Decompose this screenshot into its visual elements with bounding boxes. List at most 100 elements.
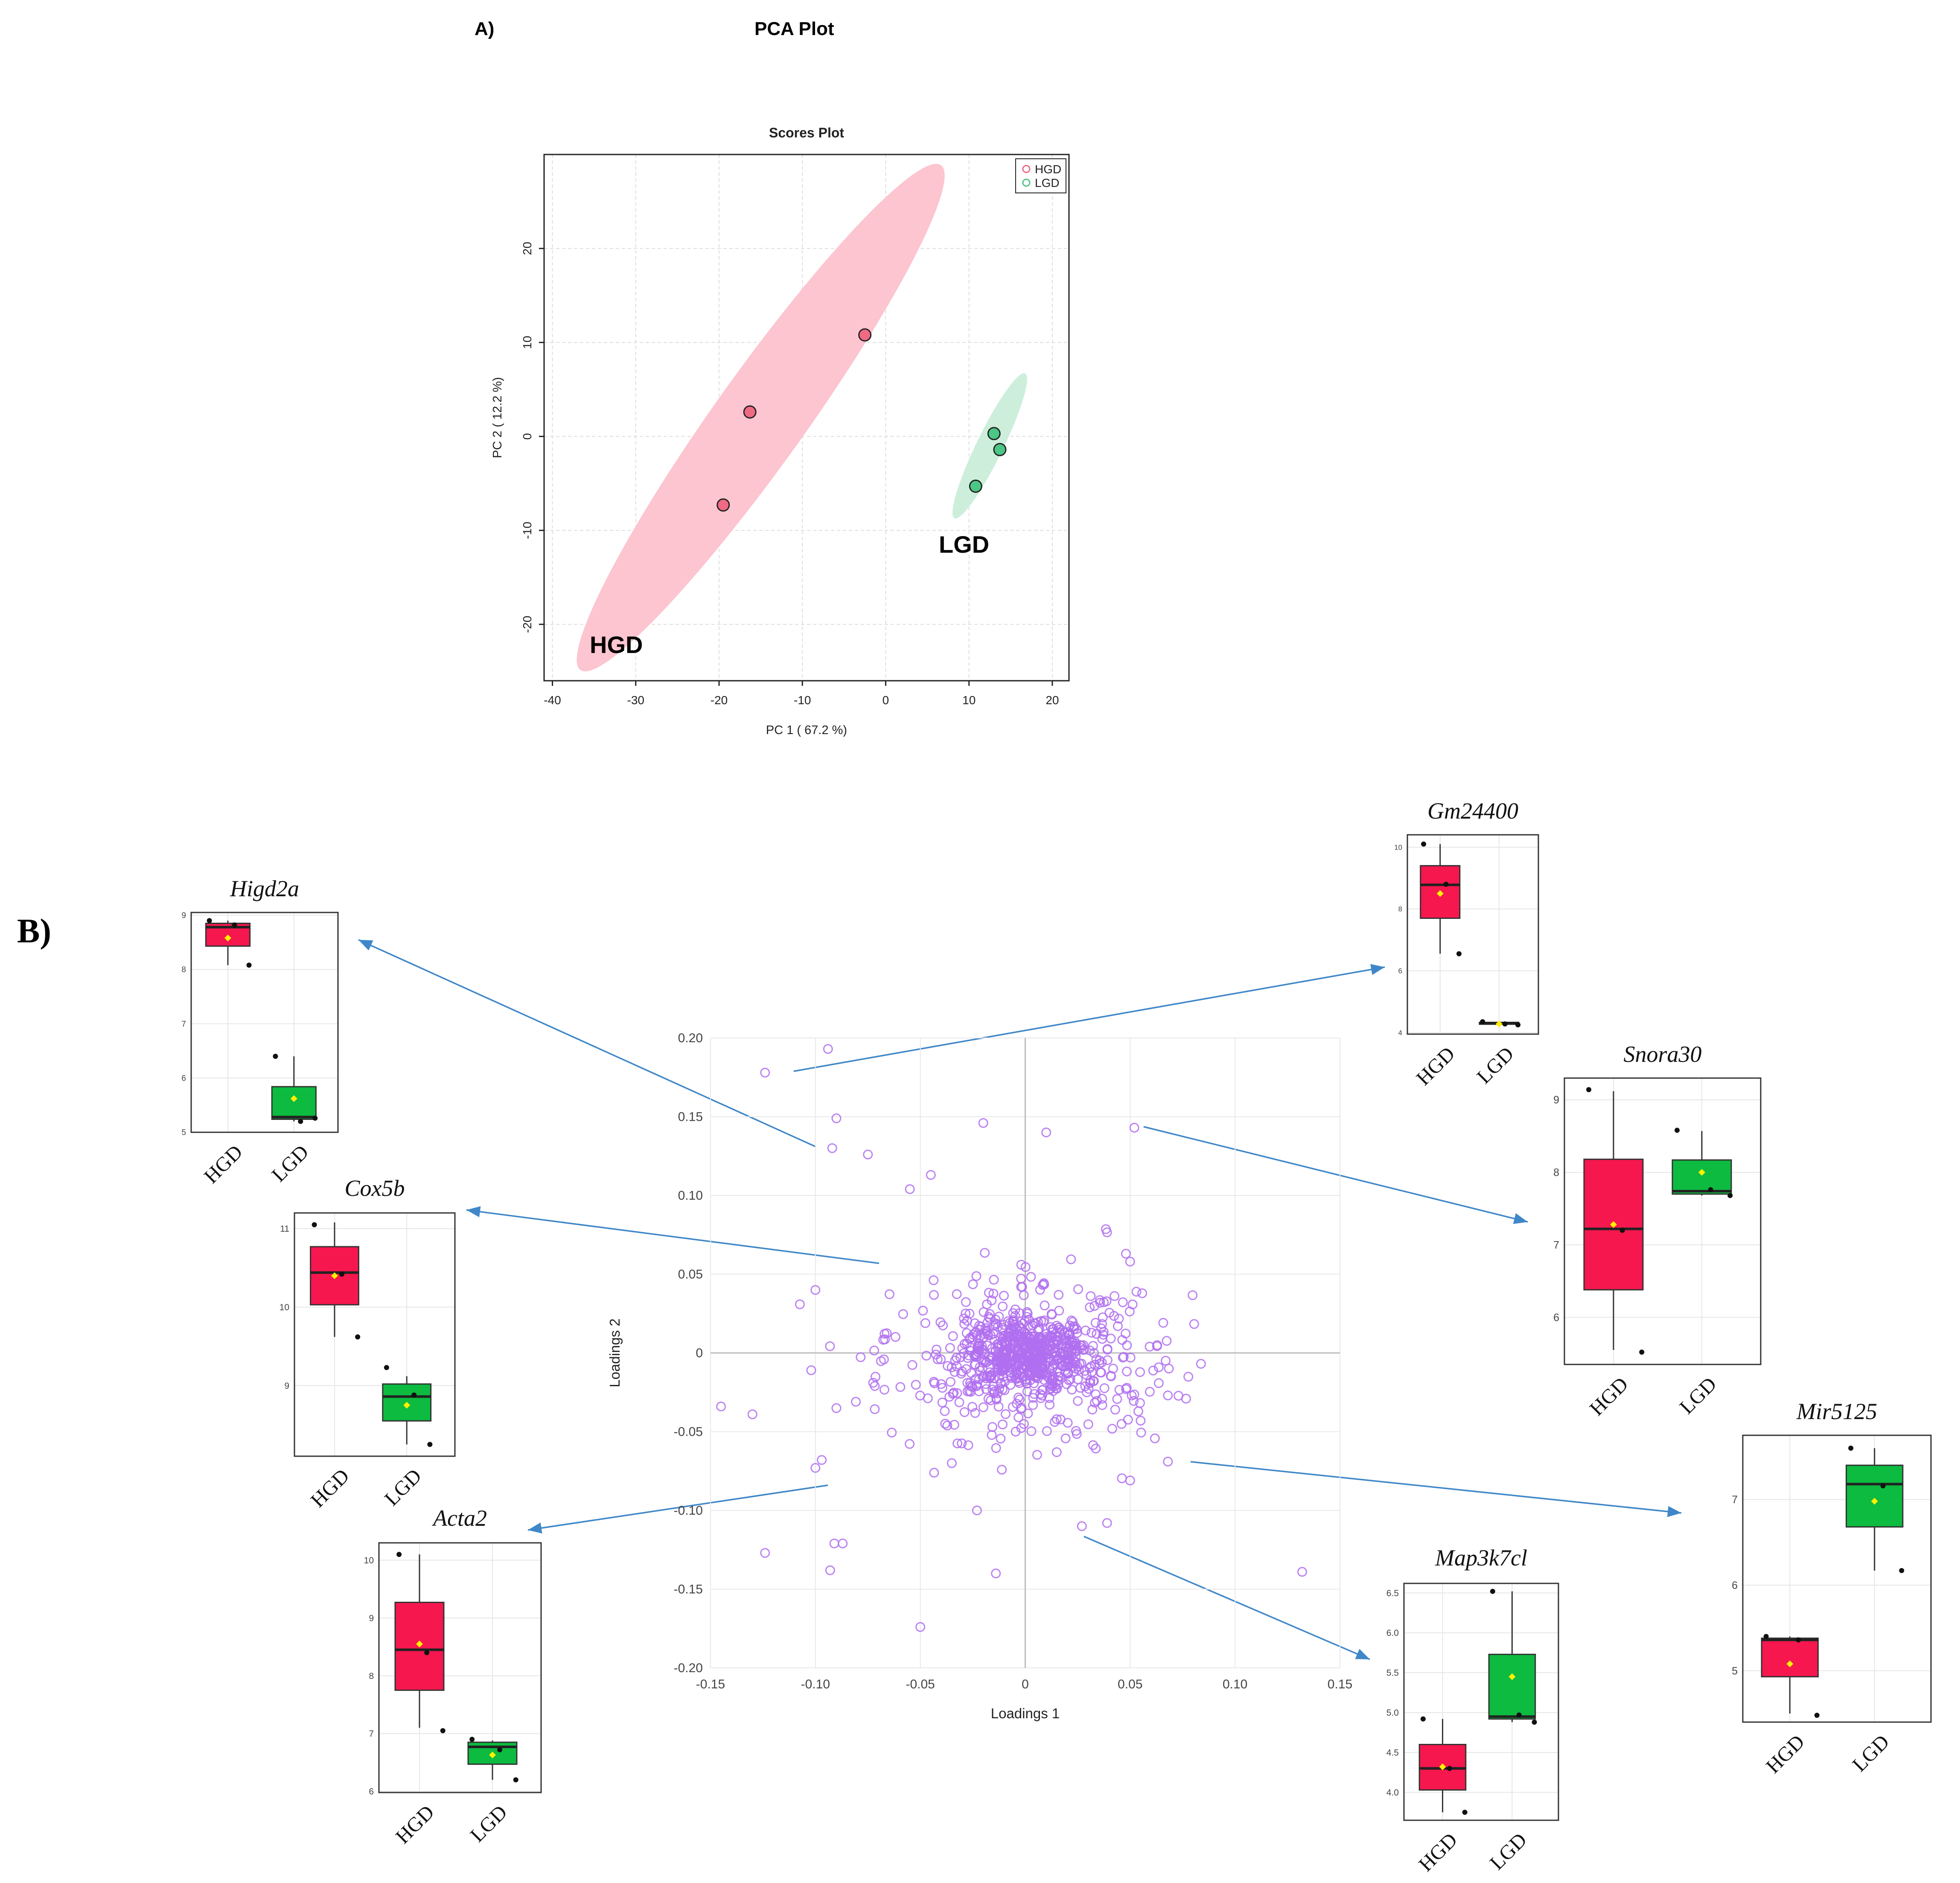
loadings-point xyxy=(932,1344,942,1355)
box-mean-marker xyxy=(290,1095,297,1102)
loadings-point xyxy=(945,1343,955,1353)
loadings-point xyxy=(829,1539,839,1548)
box-category-label: LGD xyxy=(267,1140,313,1186)
box-point xyxy=(1515,1022,1521,1028)
loadings-ylabel: Loadings 2 xyxy=(607,1318,623,1387)
box-frame xyxy=(1742,1434,1932,1723)
scores-point-hgd xyxy=(858,328,872,342)
box-point xyxy=(497,1747,503,1752)
loadings-point xyxy=(1102,1344,1113,1355)
loadings-ytick-label: 0.15 xyxy=(678,1110,703,1124)
loadings-ytick-label: 0.10 xyxy=(678,1189,703,1203)
box-ytick-label: 9 xyxy=(369,1613,374,1623)
loadings-point xyxy=(915,1622,926,1632)
loadings-point xyxy=(1047,1309,1057,1320)
loadings-point xyxy=(1116,1419,1127,1429)
box-point xyxy=(1814,1712,1820,1718)
loadings-point xyxy=(962,1338,972,1349)
arrow-head xyxy=(1355,1649,1370,1659)
box-ytick-label: 5 xyxy=(1732,1665,1738,1677)
loadings-point xyxy=(915,1390,925,1401)
loadings-point xyxy=(1131,1287,1142,1297)
loadings-point xyxy=(1183,1372,1194,1382)
loadings-point xyxy=(1297,1567,1307,1577)
loadings-point xyxy=(1133,1406,1143,1417)
box-point xyxy=(1639,1350,1645,1355)
loadings-point xyxy=(1188,1290,1198,1300)
loadings-point xyxy=(1054,1290,1064,1300)
loadings-point xyxy=(929,1290,939,1300)
loadings-point xyxy=(937,1397,947,1408)
loadings-point xyxy=(1075,1383,1086,1393)
loadings-point xyxy=(810,1285,821,1295)
loadings-point xyxy=(1096,1367,1107,1378)
loadings-point xyxy=(1008,1331,1018,1341)
loadings-point xyxy=(1060,1433,1071,1443)
loadings-point xyxy=(921,1350,932,1361)
loadings-point xyxy=(1150,1433,1160,1443)
loadings-point xyxy=(932,1354,943,1364)
loadings-point xyxy=(1161,1355,1171,1366)
loadings-point xyxy=(989,1275,999,1285)
loadings-point xyxy=(1044,1393,1054,1403)
scores-xtick-label: -10 xyxy=(794,694,811,707)
loadings-point xyxy=(1073,1374,1083,1385)
loadings-point xyxy=(1098,1329,1108,1340)
loadings-point xyxy=(1124,1306,1135,1317)
box-ytick-label: 6 xyxy=(1553,1312,1559,1323)
loadings-point xyxy=(1196,1359,1206,1369)
loadings-point xyxy=(1015,1323,1025,1333)
box-ytick-label: 9 xyxy=(284,1381,289,1391)
box-mean-marker xyxy=(1698,1169,1705,1176)
box-mean-marker xyxy=(1436,890,1444,897)
loadings-point xyxy=(1136,1428,1146,1438)
loadings-point xyxy=(871,1372,880,1382)
loadings-point xyxy=(948,1331,958,1341)
scores-frame xyxy=(543,154,1070,682)
boxplot-acta2: HGD LGD 6 7 8 9 10 Acta2 xyxy=(364,1505,542,1848)
arrow-line xyxy=(466,1209,880,1264)
box-point xyxy=(1480,1019,1485,1025)
loadings-point xyxy=(1135,1398,1145,1408)
loadings-xtick-label: -0.15 xyxy=(696,1677,725,1691)
scores-ytick-label: 10 xyxy=(521,336,534,349)
box-ytick-label: 9 xyxy=(1553,1094,1559,1106)
box-frame xyxy=(190,912,339,1133)
box-point xyxy=(427,1442,433,1447)
loadings-xtick-label: -0.10 xyxy=(801,1677,830,1691)
loadings-point xyxy=(980,1248,990,1258)
loadings-point xyxy=(1122,1340,1132,1350)
scores-ytick-label: 0 xyxy=(521,433,534,440)
loadings-point xyxy=(1067,1385,1077,1395)
loadings-point xyxy=(988,1288,999,1299)
box-point xyxy=(1456,951,1462,956)
loadings-point xyxy=(1072,1429,1082,1439)
scores-xtick-label: 20 xyxy=(1046,694,1059,707)
loadings-point xyxy=(827,1143,837,1153)
loadings-point xyxy=(1006,1355,1016,1365)
box-mean-marker xyxy=(224,934,231,942)
box-point xyxy=(1880,1483,1886,1489)
box-point xyxy=(1447,1766,1452,1771)
loadings-point xyxy=(1086,1291,1096,1301)
loadings-point xyxy=(1121,1384,1131,1394)
box-mean-marker xyxy=(489,1751,496,1758)
loadings-point xyxy=(1163,1457,1173,1467)
loadings-point xyxy=(1051,1320,1062,1331)
loadings-point xyxy=(869,1345,880,1355)
loadings-point xyxy=(940,1419,950,1429)
loadings-point xyxy=(1077,1521,1087,1531)
box-mean-marker xyxy=(331,1272,338,1280)
box-title: Higd2a xyxy=(230,876,299,901)
box-mean-marker xyxy=(1786,1660,1794,1667)
loadings-point xyxy=(1016,1274,1026,1284)
loadings-point xyxy=(1152,1341,1162,1351)
loadings-point xyxy=(1073,1396,1083,1406)
box-point xyxy=(1443,881,1449,887)
arrow-head xyxy=(528,1522,542,1534)
loadings-point xyxy=(1065,1374,1075,1385)
loadings-point xyxy=(1037,1360,1048,1370)
box-ytick-label: 5 xyxy=(181,1128,186,1137)
loadings-point xyxy=(920,1318,930,1328)
box-ytick-label: 9 xyxy=(181,911,186,920)
